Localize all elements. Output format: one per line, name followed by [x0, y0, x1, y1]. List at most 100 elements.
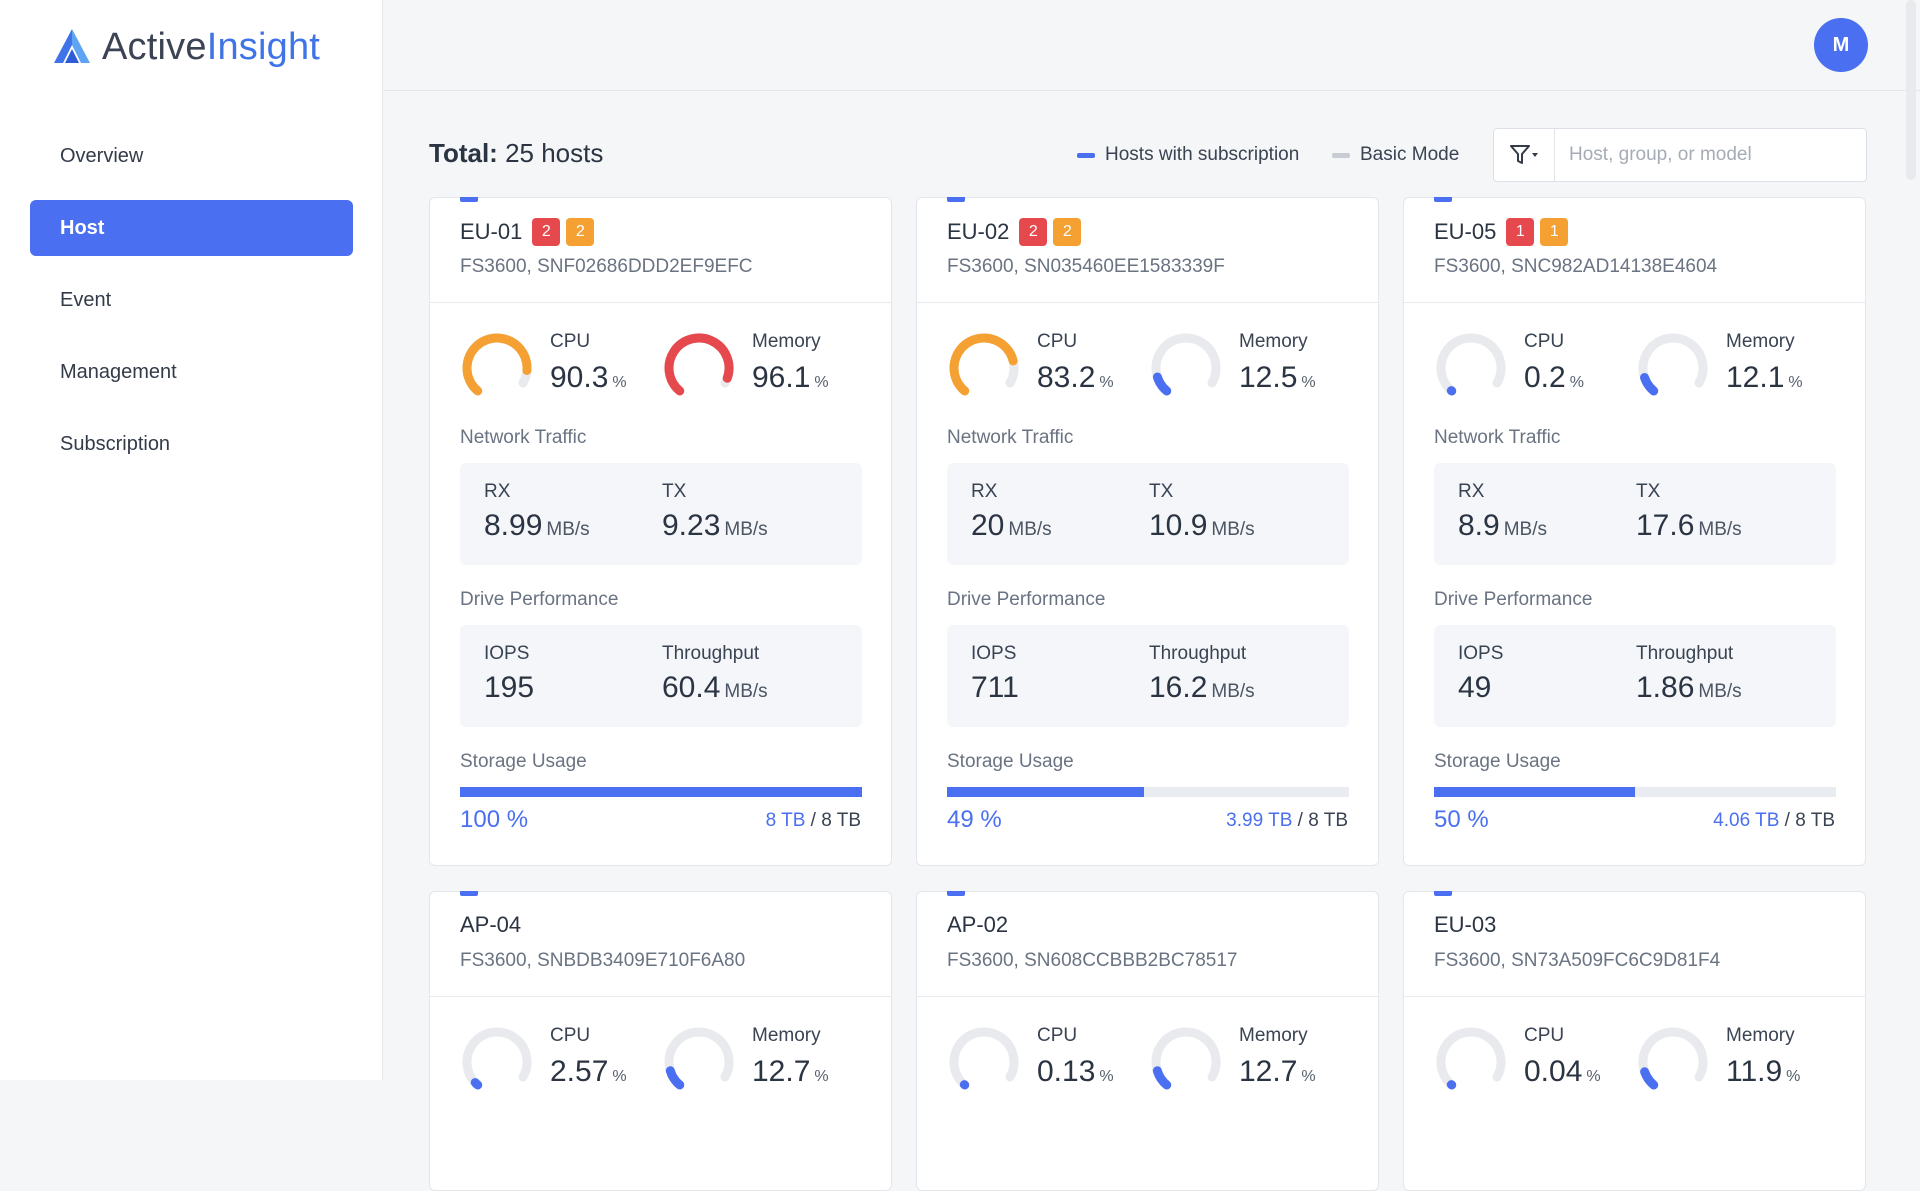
tx-unit: MB/s — [1211, 519, 1255, 540]
memory-value-number: 12.5 — [1239, 361, 1298, 394]
iops-value: 49 — [1458, 671, 1492, 704]
tx-value-number: 10.9 — [1149, 509, 1208, 542]
search-input[interactable] — [1555, 130, 1866, 180]
card-header: EU-01 2 2 FS3600, SNF02686DDD2EF9EFC — [430, 198, 891, 303]
throughput-value: 16.2 MB/s — [1149, 671, 1255, 705]
error-count-badge[interactable]: 1 — [1506, 218, 1535, 246]
warning-count-badge[interactable]: 1 — [1540, 218, 1569, 246]
filter-button[interactable] — [1494, 129, 1555, 181]
cpu-gauge — [949, 1027, 1019, 1090]
warning-count-badge[interactable]: 2 — [1053, 218, 1082, 246]
network-panel: RX 8.99 MB/s TX 9.23 MB/s — [460, 463, 862, 565]
cpu-gauge — [1436, 333, 1506, 396]
iops-metric: IOPS 49 — [1458, 643, 1503, 705]
drive-performance-label: Drive Performance — [947, 589, 1106, 610]
memory-value-number: 12.7 — [1239, 1055, 1298, 1088]
scrollbar[interactable] — [1906, 0, 1916, 180]
tx-unit: MB/s — [724, 519, 768, 540]
storage-bar — [1434, 787, 1836, 797]
memory-unit: % — [1788, 374, 1803, 391]
cpu-value: 0.04% — [1524, 1055, 1601, 1089]
error-count-badge[interactable]: 2 — [1019, 218, 1048, 246]
rx-metric: RX 20 MB/s — [971, 481, 1052, 543]
rx-value: 8.99 MB/s — [484, 509, 590, 543]
tx-label: TX — [1149, 481, 1174, 502]
host-card[interactable]: EU-01 2 2 FS3600, SNF02686DDD2EF9EFC CPU 9… — [429, 197, 892, 866]
tx-value-number: 9.23 — [662, 509, 721, 542]
memory-label: Memory — [752, 331, 821, 352]
memory-value: 12.5% — [1239, 361, 1316, 395]
iops-metric: IOPS 711 — [971, 643, 1019, 705]
host-name: AP-04 — [460, 912, 521, 938]
host-card[interactable]: AP-02 FS3600, SN608CCBBB2BC78517 CPU 0.1… — [916, 891, 1379, 1191]
host-model: FS3600, SNF02686DDD2EF9EFC — [460, 256, 753, 277]
cpu-value: 0.13% — [1037, 1055, 1114, 1089]
network-traffic-label: Network Traffic — [947, 427, 1074, 448]
storage-bar-fill — [947, 787, 1144, 797]
sidebar-item-management[interactable]: Management — [60, 361, 177, 383]
legend-subscription-label: Hosts with subscription — [1105, 144, 1300, 165]
memory-label: Memory — [1726, 1025, 1795, 1046]
storage-total: / 8 TB — [810, 810, 861, 831]
iops-value: 195 — [484, 671, 535, 704]
host-card[interactable]: AP-04 FS3600, SNBDB3409E710F6A80 CPU 2.5… — [429, 891, 892, 1191]
tx-value: 10.9 MB/s — [1149, 509, 1255, 543]
card-header: AP-02 FS3600, SN608CCBBB2BC78517 — [917, 892, 1378, 997]
host-name-label: AP-02 — [947, 912, 1009, 937]
iops-label: IOPS — [971, 643, 1017, 664]
cpu-gauge — [462, 1027, 532, 1090]
sidebar-item-subscription[interactable]: Subscription — [60, 433, 171, 455]
rx-value: 20 MB/s — [971, 509, 1052, 543]
host-name-label: EU-05 — [1434, 219, 1497, 244]
throughput-value: 60.4 MB/s — [662, 671, 768, 705]
cpu-gauge — [949, 333, 1019, 396]
sidebar-item-host[interactable]: Host — [30, 200, 353, 256]
basic-swatch-icon — [1332, 152, 1350, 158]
warning-count-badge[interactable]: 2 — [566, 218, 595, 246]
tx-metric: TX 10.9 MB/s — [1149, 481, 1255, 543]
memory-value: 11.9% — [1726, 1055, 1800, 1089]
storage-usage-label: Storage Usage — [460, 751, 587, 772]
memory-gauge — [1151, 333, 1221, 396]
sidebar-item-overview[interactable]: Overview — [60, 145, 144, 167]
sidebar-item-event[interactable]: Event — [60, 289, 112, 311]
host-card[interactable]: EU-05 1 1 FS3600, SNC982AD14138E4604 CPU 0… — [1403, 197, 1866, 866]
rx-metric: RX 8.99 MB/s — [484, 481, 590, 543]
sidebar-nav: Overview Host Event Management Subscript… — [30, 128, 353, 488]
cpu-unit: % — [612, 374, 627, 391]
cpu-label: CPU — [1037, 1025, 1078, 1046]
cpu-label: CPU — [550, 1025, 591, 1046]
throughput-value-number: 60.4 — [662, 671, 721, 704]
storage-total: / 8 TB — [1297, 810, 1348, 831]
activeinsight-logo-icon — [54, 29, 90, 63]
memory-value-number: 12.7 — [752, 1055, 811, 1088]
host-name: AP-02 — [947, 912, 1008, 938]
network-panel: RX 8.9 MB/s TX 17.6 MB/s — [1434, 463, 1836, 565]
storage-capacity: 4.06 TB / 8 TB — [1713, 810, 1835, 832]
host-name-label: EU-01 — [460, 219, 523, 244]
error-count-badge[interactable]: 2 — [532, 218, 561, 246]
brand-name: ActiveInsight — [102, 25, 321, 68]
tx-metric: TX 17.6 MB/s — [1636, 481, 1742, 543]
throughput-value-number: 1.86 — [1636, 671, 1695, 704]
memory-value-number: 12.1 — [1726, 361, 1785, 394]
cpu-value-number: 83.2 — [1037, 361, 1096, 394]
throughput-metric: Throughput 60.4 MB/s — [662, 643, 768, 705]
brand-logo[interactable]: ActiveInsight — [50, 22, 320, 72]
subscription-marker — [460, 891, 478, 896]
host-card[interactable]: EU-03 FS3600, SN73A509FC6C9D81F4 CPU 0.0… — [1403, 891, 1866, 1191]
iops-label: IOPS — [484, 643, 530, 664]
rx-label: RX — [1458, 481, 1485, 502]
cpu-value-number: 90.3 — [550, 361, 609, 394]
legend-subscription: Hosts with subscription — [1077, 144, 1299, 166]
memory-value: 12.7% — [752, 1055, 829, 1089]
avatar[interactable]: M — [1814, 18, 1868, 72]
rx-unit: MB/s — [1503, 519, 1547, 540]
host-model: FS3600, SN608CCBBB2BC78517 — [947, 950, 1238, 971]
chevron-down-icon — [1532, 153, 1538, 157]
host-card[interactable]: EU-02 2 2 FS3600, SN035460EE1583339F CPU 8… — [916, 197, 1379, 866]
sidebar: ActiveInsight Overview Host Event Manage… — [0, 0, 383, 1080]
memory-gauge — [1638, 1027, 1708, 1090]
throughput-unit: MB/s — [1698, 681, 1742, 702]
memory-gauge — [1151, 1027, 1221, 1090]
